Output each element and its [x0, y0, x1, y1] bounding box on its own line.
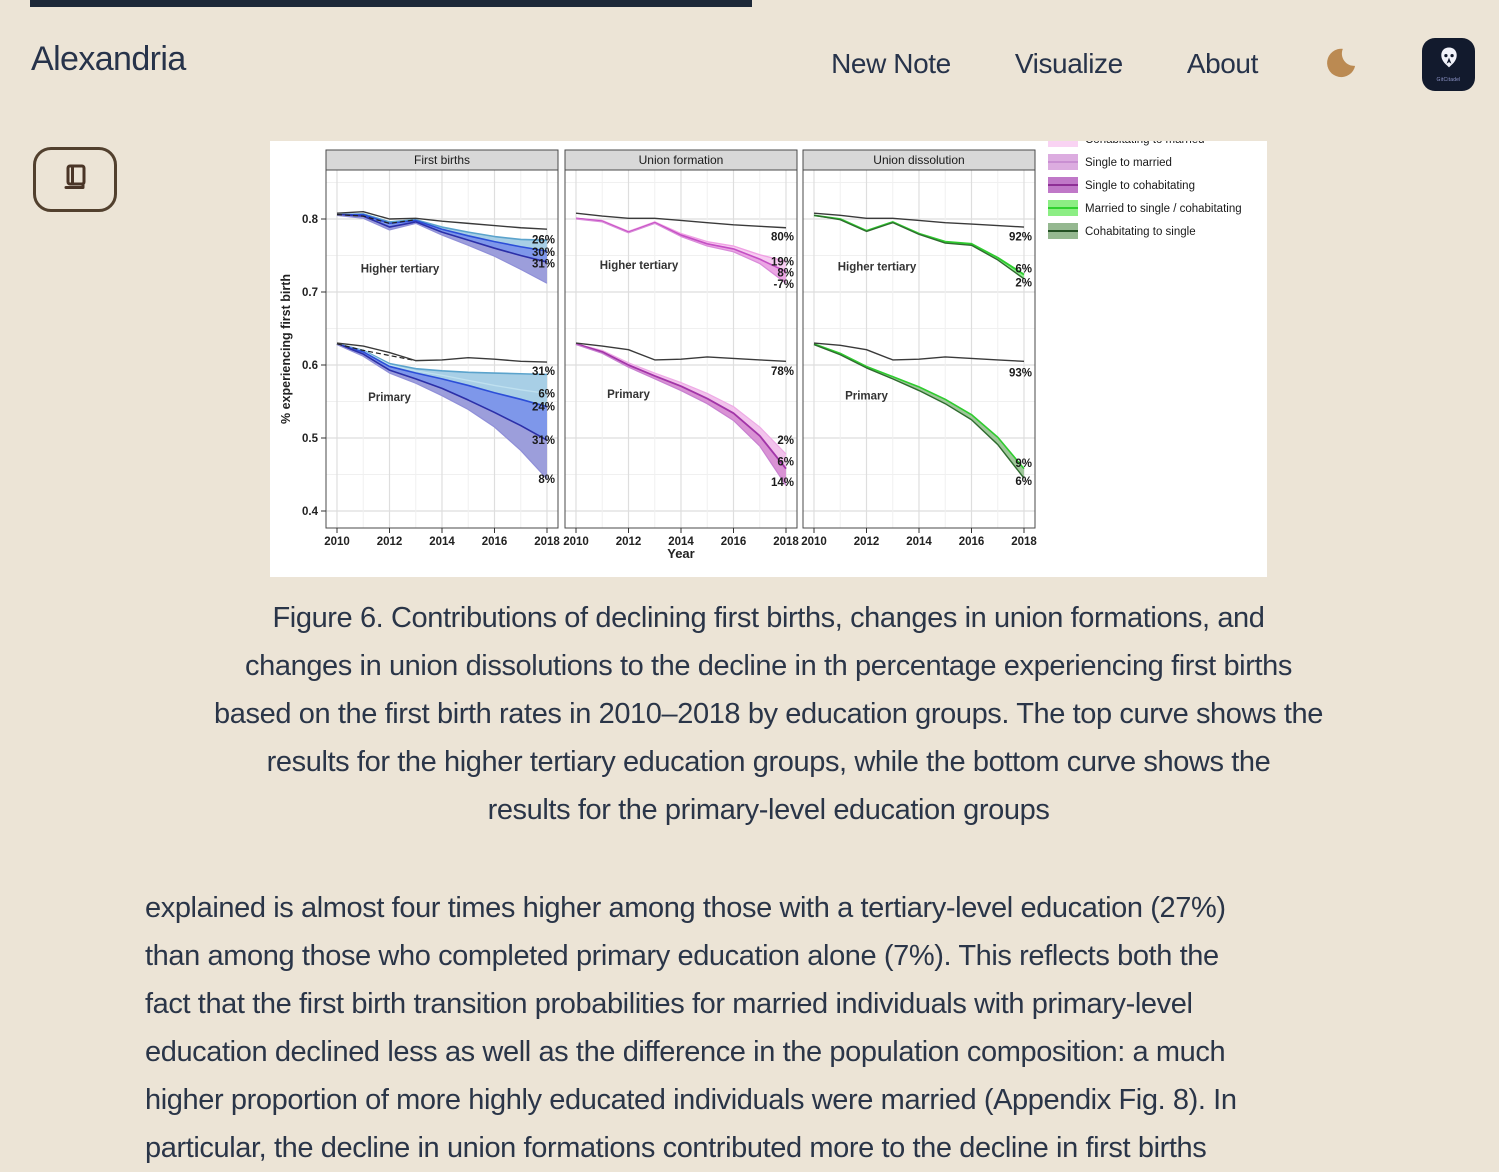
svg-text:2018: 2018 — [773, 536, 799, 548]
svg-text:First births: First births — [414, 153, 470, 167]
svg-text:2018: 2018 — [534, 536, 560, 548]
svg-text:2%: 2% — [1015, 278, 1032, 290]
figure-image: 26% 30% 31% Higher tertiary 31% 6% 24% 31% 8% Pri… — [270, 141, 1267, 577]
svg-text:Single to married: Single to married — [1085, 157, 1172, 169]
article-line: education declined less as well as the d… — [145, 1036, 1226, 1068]
main-nav: New Note Visualize About GitCitadel — [831, 36, 1475, 92]
svg-text:30%: 30% — [532, 247, 555, 259]
svg-text:19%: 19% — [771, 256, 794, 268]
svg-text:Higher tertiary: Higher tertiary — [600, 260, 679, 272]
svg-text:6%: 6% — [538, 388, 555, 400]
svg-text:14%: 14% — [771, 477, 794, 489]
svg-text:0.6: 0.6 — [302, 360, 318, 372]
caption-line: Figure 6. Contributions of declining fir… — [272, 602, 1265, 634]
svg-text:6%: 6% — [777, 456, 794, 468]
svg-text:Cohabitating to single: Cohabitating to single — [1085, 226, 1196, 238]
svg-text:6%: 6% — [1015, 264, 1032, 276]
svg-text:8%: 8% — [777, 267, 794, 279]
caption-line: results for the primary-level education … — [487, 794, 1050, 826]
svg-text:Union formation: Union formation — [639, 153, 724, 167]
svg-text:Primary: Primary — [845, 391, 888, 403]
svg-text:2016: 2016 — [482, 536, 508, 548]
svg-text:2010: 2010 — [324, 536, 350, 548]
svg-text:2018: 2018 — [1011, 536, 1037, 548]
svg-text:2010: 2010 — [801, 536, 827, 548]
article-line: explained is almost four times higher am… — [145, 892, 1226, 924]
svg-text:Union dissolution: Union dissolution — [873, 153, 964, 167]
nav-about[interactable]: About — [1186, 48, 1259, 79]
svg-text:2010: 2010 — [563, 536, 589, 548]
article-line: higher proportion of more highly educate… — [145, 1084, 1237, 1116]
svg-text:26%: 26% — [532, 234, 555, 246]
caption-line: changes in union dissolutions to the dec… — [245, 650, 1292, 682]
top-banner-strip — [30, 0, 752, 7]
caption-line: based on the first birth rates in 2010–2… — [214, 698, 1323, 730]
svg-text:Year: Year — [667, 546, 694, 561]
svg-text:24%: 24% — [532, 402, 555, 414]
book-icon — [56, 159, 94, 200]
nav-visualize[interactable]: Visualize — [1014, 48, 1123, 79]
svg-text:Primary: Primary — [368, 392, 411, 404]
shield-icon — [1436, 45, 1462, 76]
dark-mode-toggle[interactable] — [1322, 46, 1358, 82]
svg-text:6%: 6% — [1015, 476, 1032, 488]
nav-new-note[interactable]: New Note — [831, 48, 951, 79]
svg-text:Primary: Primary — [607, 389, 650, 401]
badge-label: GitCitadel — [1436, 77, 1461, 83]
svg-text:92%: 92% — [1009, 232, 1032, 244]
caption-line: results for the higher tertiary educatio… — [266, 746, 1271, 778]
gitcitadel-logo[interactable]: GitCitadel — [1422, 37, 1475, 91]
svg-text:0.4: 0.4 — [302, 506, 319, 518]
svg-text:80%: 80% — [771, 232, 794, 244]
svg-text:0.8: 0.8 — [302, 214, 319, 226]
figure-chart-svg: 26%30%31%Higher tertiary31%6%24%31%8%Pri… — [270, 141, 1267, 577]
svg-text:0.5: 0.5 — [302, 433, 319, 445]
svg-text:2012: 2012 — [854, 536, 880, 548]
svg-text:Higher tertiary: Higher tertiary — [838, 261, 917, 273]
svg-text:93%: 93% — [1009, 367, 1032, 379]
article-paragraph: explained is almost four times higher am… — [145, 884, 1455, 1172]
article-line: fact that the first birth transition pro… — [145, 988, 1193, 1020]
svg-text:Higher tertiary: Higher tertiary — [361, 264, 440, 276]
svg-text:31%: 31% — [532, 259, 555, 271]
svg-text:% experiencing first birth: % experiencing first birth — [279, 274, 293, 424]
moon-icon — [1323, 46, 1357, 83]
svg-text:2016: 2016 — [721, 536, 747, 548]
svg-text:2016: 2016 — [959, 536, 985, 548]
svg-text:-7%: -7% — [774, 279, 794, 291]
svg-text:8%: 8% — [538, 474, 555, 486]
svg-text:31%: 31% — [532, 435, 555, 447]
article-line: than among those who completed primary e… — [145, 940, 1219, 972]
svg-text:2012: 2012 — [616, 536, 642, 548]
svg-text:0.7: 0.7 — [302, 287, 318, 299]
figure-caption: Figure 6. Contributions of declining fir… — [38, 594, 1499, 834]
svg-text:Single to cohabitating: Single to cohabitating — [1085, 180, 1195, 192]
svg-text:31%: 31% — [532, 366, 555, 378]
svg-text:2014: 2014 — [429, 536, 455, 548]
svg-text:78%: 78% — [771, 366, 794, 378]
svg-text:2%: 2% — [777, 435, 794, 447]
svg-text:2012: 2012 — [377, 536, 403, 548]
svg-text:Married to single / cohabitati: Married to single / cohabitating — [1085, 203, 1242, 215]
reader-mode-button[interactable] — [33, 147, 117, 212]
svg-text:2014: 2014 — [668, 536, 694, 548]
article-line-clipped: particular, the decline in union formati… — [145, 1132, 1207, 1164]
app-brand[interactable]: Alexandria — [31, 40, 186, 78]
svg-text:2014: 2014 — [906, 536, 932, 548]
svg-text:Cohabitating to married: Cohabitating to married — [1085, 141, 1205, 146]
svg-text:9%: 9% — [1015, 458, 1032, 470]
